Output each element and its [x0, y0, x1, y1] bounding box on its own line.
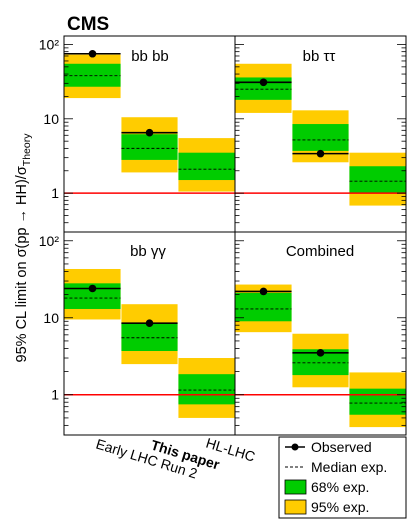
legend-median-label: Median exp. — [311, 459, 387, 475]
y-axis-title: 95% CL limit on σ(pp → HH)/σTheory — [14, 133, 33, 363]
observed-marker — [145, 128, 154, 137]
result-group — [349, 372, 406, 428]
result-group — [292, 333, 349, 388]
observed-marker — [145, 319, 154, 327]
observed-marker — [316, 349, 325, 357]
y-tick-label: 10 — [43, 111, 59, 127]
legend-band95-label: 95% exp. — [311, 499, 369, 515]
band-68-box — [121, 322, 178, 352]
panel-4: Combined — [234, 231, 407, 436]
svg-text:95% CL limit on σ(pp → HH)/σTh: 95% CL limit on σ(pp → HH)/σTheory — [14, 133, 33, 363]
y-ticks — [235, 240, 406, 436]
observed-marker — [88, 284, 97, 293]
band-68-box — [292, 124, 349, 151]
panel-1: 1 10 10² bb bb — [39, 35, 236, 233]
result-group — [178, 138, 235, 192]
observed-marker — [316, 149, 325, 158]
legend-observed-label: Observed — [311, 439, 372, 455]
panel-label: bb ττ — [303, 48, 336, 65]
result-group — [235, 63, 292, 113]
band-68-box — [121, 134, 178, 160]
y-ticks — [235, 44, 406, 233]
legend-observed-marker — [291, 443, 299, 451]
y-axis-title-subscript: Theory — [21, 133, 33, 166]
y-tick-label: 10 — [43, 310, 59, 326]
panel-label: bb γγ — [130, 243, 166, 260]
band-68-box — [349, 166, 406, 194]
observed-marker — [259, 78, 268, 87]
legend-band95-swatch — [284, 499, 307, 515]
y-tick-label: 1 — [51, 185, 59, 201]
y-ticks — [64, 240, 73, 436]
legend-band68-label: 68% exp. — [311, 479, 369, 495]
legend: Observed Median exp. 68% exp. 95% exp. — [278, 436, 407, 519]
y-tick-label: 10² — [39, 36, 60, 52]
band-68-box — [178, 152, 235, 181]
band-68-box — [235, 292, 292, 322]
band-68-box — [349, 388, 406, 415]
result-group — [64, 268, 121, 320]
band-68-box — [64, 63, 121, 87]
result-group — [292, 110, 349, 163]
panel-frame — [234, 231, 407, 436]
panel-label: Combined — [286, 243, 354, 260]
result-group — [64, 49, 121, 99]
band-68-box — [178, 374, 235, 405]
panel-3: 1 10 10² bb γγ — [39, 231, 236, 436]
result-group — [178, 358, 235, 418]
result-group — [121, 304, 178, 365]
legend-band68-swatch — [284, 479, 307, 495]
y-tick-label: 10² — [39, 233, 60, 249]
y-axis-title-main: 95% CL limit on σ(pp → HH)/σ — [14, 166, 30, 362]
panel-label: bb bb — [131, 48, 169, 65]
observed-marker — [259, 287, 268, 296]
y-ticks — [64, 44, 73, 233]
observed-marker — [88, 49, 97, 58]
y-tick-label: 1 — [51, 387, 59, 403]
panels: 1 10 10² bb bb bb ττ 1 10 10² bb γγ Combined — [39, 35, 407, 436]
result-group — [349, 152, 406, 206]
panel-2: bb ττ — [234, 35, 407, 233]
result-group — [235, 284, 292, 333]
experiment-label: CMS — [67, 14, 109, 35]
result-group — [121, 117, 178, 173]
